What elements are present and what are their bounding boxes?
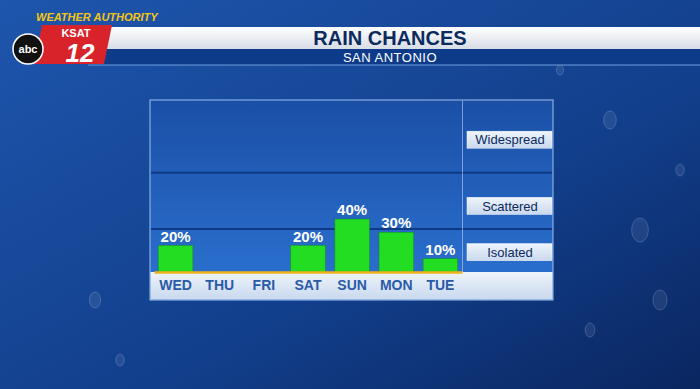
x-tick-label: MON (380, 277, 413, 293)
x-tick: SAT (295, 272, 322, 293)
data-labels: 20% 20% 40% 30% 10% (161, 201, 456, 258)
data-label: 10% (425, 241, 455, 258)
raindrop (604, 111, 617, 129)
raindrop (557, 65, 564, 75)
bar (335, 219, 369, 272)
y-tick-label: Isolated (487, 245, 533, 260)
chart-title: RAIN CHANCES (313, 27, 466, 49)
y-tick: Isolated (462, 244, 552, 261)
raindrop (585, 323, 595, 337)
data-label: 20% (293, 228, 323, 245)
x-tick: WED (159, 272, 192, 293)
x-tick-label: TUE (426, 277, 454, 293)
raindrop (116, 354, 124, 366)
y-label-box (467, 197, 552, 214)
brand: WEATHER AUTHORITY (36, 11, 159, 23)
y-tick: Widespread (462, 131, 552, 148)
y-tick: Scattered (462, 197, 552, 214)
x-tick: THU (205, 272, 234, 293)
background (0, 0, 700, 389)
axis-strip (151, 272, 553, 300)
x-tick-label: THU (205, 277, 234, 293)
y-tick-label: Widespread (475, 132, 544, 147)
bar (291, 246, 325, 272)
x-tick: MON (380, 272, 413, 293)
y-label-box (467, 131, 552, 148)
bars (158, 219, 457, 272)
x-tick: FRI (253, 272, 276, 293)
raindrop (632, 218, 649, 242)
network: abc (19, 43, 38, 55)
x-tick-label: SAT (295, 277, 322, 293)
y-tick-label: Scattered (482, 199, 538, 214)
bar (423, 259, 457, 272)
band-separator (151, 172, 552, 174)
x-tick-label: FRI (253, 277, 276, 293)
x-tick: SUN (337, 272, 367, 293)
x-axis: WED THU FRI SAT SUN MON TUE (155, 272, 463, 293)
bar (379, 232, 413, 272)
y-axis-line (462, 101, 463, 273)
raindrop (676, 164, 684, 176)
x-axis-line (155, 271, 463, 274)
data-label: 40% (337, 201, 367, 218)
x-tick: TUE (426, 272, 454, 293)
title-bar (88, 27, 700, 49)
data-label: 30% (381, 214, 411, 231)
data-label: 20% (161, 228, 191, 245)
subtitle-bar (88, 49, 700, 65)
bar (158, 246, 192, 272)
network-logo (13, 34, 43, 64)
raindrop (653, 290, 667, 310)
chart-subtitle: SAN ANTONIO (343, 50, 437, 65)
x-tick-label: WED (159, 277, 192, 293)
y-axis: Isolated Scattered Widespread (462, 101, 552, 273)
raindrop (89, 292, 100, 308)
plot-panel (150, 100, 553, 300)
channel: 12 (66, 38, 95, 68)
x-tick-label: SUN (337, 277, 367, 293)
chart-svg: RAIN CHANCESSAN ANTONIO WEATHER AUTHORITY… (0, 0, 700, 389)
y-label-box (467, 244, 552, 261)
